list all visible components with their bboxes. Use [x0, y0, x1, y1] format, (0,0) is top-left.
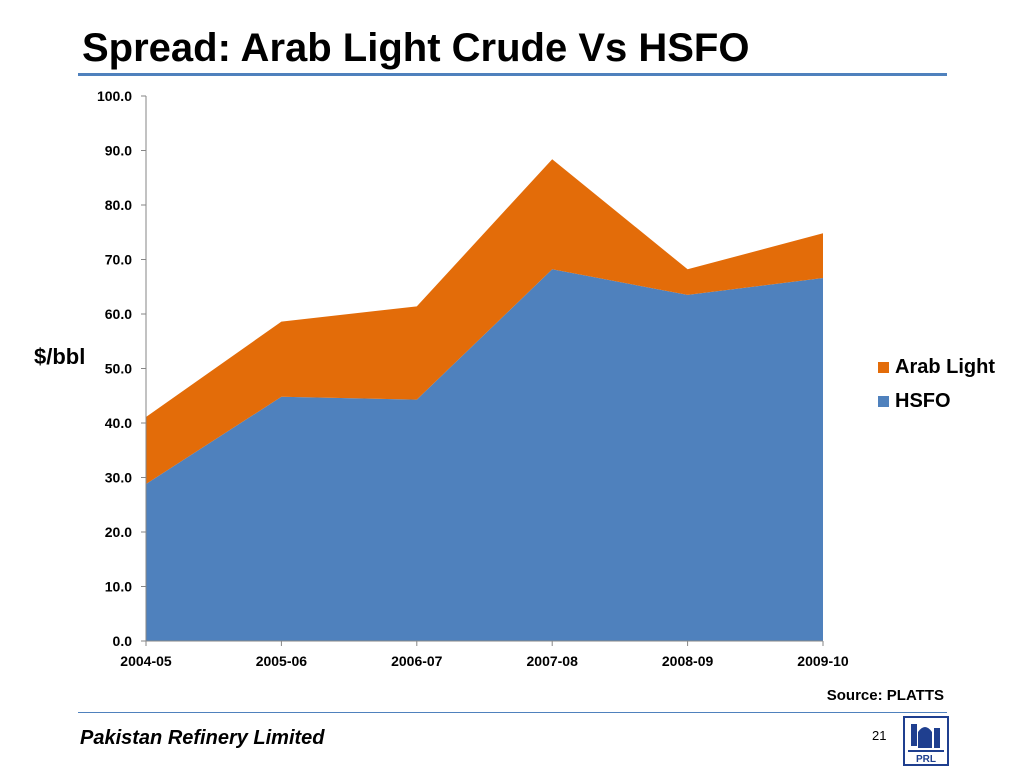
y-tick-label: 30.0 — [105, 470, 132, 486]
y-tick-label: 20.0 — [105, 524, 132, 540]
y-tick-label: 100.0 — [97, 88, 132, 104]
x-tick-label: 2008-09 — [662, 653, 714, 669]
x-tick-label: 2007-08 — [527, 653, 579, 669]
area-series-arab-light — [146, 159, 823, 484]
x-tick-label: 2005-06 — [256, 653, 308, 669]
chart-legend: Arab Light HSFO — [878, 350, 995, 418]
y-tick-label: 80.0 — [105, 197, 132, 213]
y-tick-label: 90.0 — [105, 143, 132, 159]
y-tick-label: 10.0 — [105, 579, 132, 595]
x-tick-label: 2006-07 — [391, 653, 443, 669]
page-number: 21 — [872, 728, 887, 743]
footer-company-name: Pakistan Refinery Limited — [80, 727, 325, 749]
legend-swatch-arab-light — [878, 361, 889, 373]
title-divider — [78, 73, 947, 76]
slide-title: Spread: Arab Light Crude Vs HSFO — [82, 26, 750, 70]
area-series-hsfo — [146, 269, 823, 641]
x-tick-label: 2004-05 — [120, 653, 172, 669]
footer-divider — [78, 712, 947, 713]
prl-logo-icon: PRL — [903, 716, 949, 766]
legend-label-hsfo: HSFO — [895, 389, 951, 412]
svg-text:PRL: PRL — [916, 754, 936, 765]
legend-swatch-hsfo — [878, 395, 889, 407]
legend-item-hsfo: HSFO — [878, 384, 995, 418]
y-tick-label: 60.0 — [105, 306, 132, 322]
y-tick-label: 40.0 — [105, 415, 132, 431]
source-note: Source: PLATTS — [826, 687, 944, 704]
y-tick-label: 0.0 — [113, 633, 133, 649]
y-tick-label: 70.0 — [105, 252, 132, 268]
x-tick-label: 2009-10 — [797, 653, 849, 669]
legend-item-arab-light: Arab Light — [878, 350, 995, 384]
legend-label-arab-light: Arab Light — [895, 355, 995, 378]
y-tick-label: 50.0 — [105, 361, 132, 377]
y-axis-label: $/bbl — [34, 344, 86, 369]
